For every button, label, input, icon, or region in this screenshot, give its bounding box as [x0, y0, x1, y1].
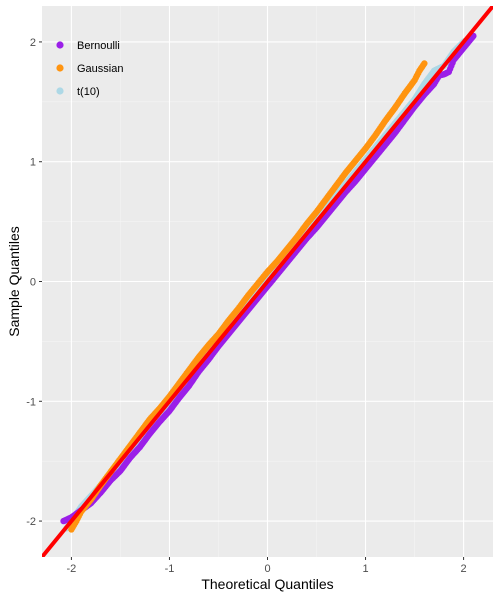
- legend-label: t(10): [77, 86, 100, 98]
- y-tick-label: -1: [26, 396, 36, 408]
- x-tick-label: -2: [67, 563, 77, 575]
- x-tick-label: 1: [362, 563, 368, 575]
- legend-key: [56, 87, 64, 95]
- y-axis-title: Sample Quantiles: [6, 226, 22, 337]
- ticks-layer: -2 -1 0 1 2 -2 -1 0 1 2: [26, 37, 466, 575]
- legend-label: Bernoulli: [77, 40, 120, 52]
- legend-label: Gaussian: [77, 63, 123, 75]
- y-tick-label: -2: [26, 516, 36, 528]
- x-tick-label: 2: [461, 563, 467, 575]
- y-tick-label: 1: [30, 157, 36, 169]
- legend: Bernoulli Gaussian t(10): [56, 40, 123, 98]
- legend-key: [56, 41, 64, 49]
- y-tick-label: 2: [30, 37, 36, 49]
- x-tick-label: -1: [165, 563, 175, 575]
- legend-key: [56, 64, 64, 72]
- x-axis-title: Theoretical Quantiles: [201, 576, 333, 592]
- reference-line-layer: [42, 6, 493, 557]
- x-tick-label: 0: [264, 563, 270, 575]
- reference-line: [42, 6, 493, 557]
- y-tick-label: 0: [30, 277, 36, 289]
- data-point: [421, 60, 428, 67]
